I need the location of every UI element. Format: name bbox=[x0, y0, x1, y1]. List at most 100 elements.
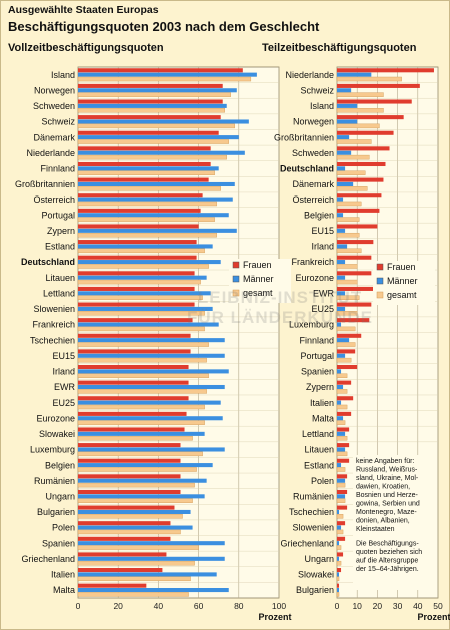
parttime-category-label-eurozone: Eurozone bbox=[295, 273, 334, 283]
footnote-line-5: Bosnien und Herze- bbox=[356, 492, 419, 499]
parttime-bar-gesamt-tschechien bbox=[336, 514, 344, 519]
footnote2-line-4: der 15–64-Jährigen. bbox=[356, 566, 419, 573]
fulltime-bar-gesamt-zypern bbox=[77, 232, 217, 238]
parttime-bar-maenner-island bbox=[337, 103, 358, 108]
fulltime-bar-gesamt-eu25 bbox=[77, 404, 205, 410]
parttime-bar-maenner-portugal bbox=[337, 353, 346, 358]
parttime-bar-frauen-oesterreich bbox=[337, 193, 382, 198]
fulltime-bar-gesamt-italien bbox=[77, 576, 191, 582]
parttime-bar-maenner-frankreich bbox=[337, 260, 346, 265]
watermark-line-1: LEIBNIZ-INSTITUT bbox=[197, 288, 363, 307]
parttime-bar-gesamt-niederlande bbox=[336, 76, 402, 82]
parttime-tick-label-30: 30 bbox=[393, 601, 403, 611]
fulltime-bar-gesamt-deutschland bbox=[77, 264, 209, 269]
fulltime-bar-maenner-luxemburg bbox=[78, 447, 225, 452]
fulltime-bar-frauen-lettland bbox=[78, 286, 195, 291]
parttime-bar-gesamt-slowenien bbox=[336, 529, 344, 535]
parttime-category-label-slowenien: Slowenien bbox=[292, 523, 334, 533]
fulltime-bar-maenner-spanien bbox=[78, 541, 225, 546]
fulltime-category-label-ewr: EWR bbox=[54, 382, 75, 392]
parttime-category-label-bulgarien: Bulgarien bbox=[296, 585, 334, 595]
fulltime-bar-maenner-bulgarien bbox=[78, 509, 191, 514]
fulltime-tick-label-20: 20 bbox=[113, 601, 123, 611]
parttime-bar-gesamt-zypern bbox=[336, 389, 348, 394]
fulltime-category-label-deutschland: Deutschland bbox=[21, 257, 75, 267]
fulltime-bar-maenner-polen bbox=[78, 525, 193, 530]
parttime-bar-frauen-italien bbox=[337, 396, 354, 401]
fulltime-bar-gesamt-malta bbox=[77, 592, 189, 597]
fulltime-category-label-italien: Italien bbox=[51, 570, 75, 580]
fulltime-bar-frauen-belgien bbox=[78, 458, 181, 463]
parttime-bar-frauen-schweden bbox=[337, 146, 390, 151]
parttime-bar-frauen-eu25 bbox=[337, 302, 372, 307]
fulltime-bar-frauen-ungarn bbox=[78, 489, 181, 494]
fulltime-category-label-estland: Estland bbox=[45, 242, 75, 252]
fulltime-bar-gesamt-lettland bbox=[77, 295, 203, 300]
fulltime-legend-label-gesamt: gesamt bbox=[243, 288, 273, 298]
parttime-bar-frauen-island bbox=[337, 99, 412, 104]
parttime-legend-label-gesamt: gesamt bbox=[387, 290, 417, 300]
fulltime-bar-frauen-rumaenien bbox=[78, 474, 181, 479]
parttime-tick-label-20: 20 bbox=[373, 601, 383, 611]
fulltime-bar-gesamt-slowakei bbox=[77, 436, 193, 441]
fulltime-category-label-rumaenien: Rumänien bbox=[34, 476, 75, 486]
fulltime-category-label-slowakei: Slowakei bbox=[39, 429, 75, 439]
fulltime-bar-gesamt-portugal bbox=[77, 217, 215, 222]
fulltime-bar-frauen-slowakei bbox=[78, 427, 185, 432]
parttime-bar-frauen-eu15 bbox=[337, 224, 378, 229]
fulltime-tick-label-80: 80 bbox=[234, 601, 244, 611]
parttime-bar-maenner-finnland bbox=[337, 338, 350, 343]
parttime-category-label-eu15: EU15 bbox=[311, 226, 334, 236]
right-panel-title: Teilzeitbeschäftigungsquoten bbox=[262, 42, 417, 54]
parttime-bar-gesamt-malta bbox=[336, 420, 346, 425]
parttime-bar-frauen-spanien bbox=[337, 364, 358, 370]
fulltime-bar-maenner-belgien bbox=[78, 463, 213, 468]
fulltime-bar-frauen-slowenien bbox=[78, 302, 195, 307]
parttime-category-label-frankreich: Frankreich bbox=[291, 257, 334, 267]
fulltime-category-label-schweden: Schweden bbox=[33, 101, 75, 111]
parttime-bar-gesamt-ewr bbox=[336, 295, 360, 300]
parttime-bar-frauen-polen bbox=[337, 474, 348, 479]
parttime-bar-gesamt-grossbritannien bbox=[336, 139, 372, 144]
parttime-bar-maenner-tschechien bbox=[337, 509, 340, 514]
fulltime-bar-frauen-grossbritannien bbox=[78, 177, 209, 182]
fulltime-bar-maenner-malta bbox=[78, 588, 229, 593]
fulltime-bar-gesamt-rumaenien bbox=[77, 482, 195, 488]
parttime-legend-swatch-frauen bbox=[376, 263, 384, 271]
parttime-legend-label-frauen: Frauen bbox=[387, 262, 416, 272]
parttime-legend-swatch-maenner bbox=[376, 277, 384, 285]
parttime-bar-maenner-oesterreich bbox=[337, 197, 344, 202]
parttime-bar-frauen-estland bbox=[337, 458, 350, 463]
parttime-bar-maenner-rumaenien bbox=[337, 494, 346, 499]
fulltime-bar-gesamt-eu15 bbox=[77, 357, 207, 363]
parttime-legend-swatch-gesamt bbox=[376, 291, 384, 299]
parttime-bar-frauen-zypern bbox=[337, 380, 352, 385]
parttime-category-label-zypern: Zypern bbox=[306, 382, 334, 392]
fulltime-category-label-eu25: EU25 bbox=[52, 398, 75, 408]
fulltime-category-label-island: Island bbox=[51, 70, 75, 80]
fulltime-bar-gesamt-irland bbox=[77, 373, 209, 379]
parttime-bar-gesamt-estland bbox=[336, 467, 346, 472]
fulltime-category-label-spanien: Spanien bbox=[42, 538, 75, 548]
fulltime-bar-frauen-polen bbox=[78, 521, 171, 526]
parttime-bar-frauen-ewr bbox=[337, 286, 374, 291]
parttime-bar-gesamt-eurozone bbox=[336, 279, 358, 285]
fulltime-category-label-polen: Polen bbox=[52, 523, 75, 533]
parttime-bar-maenner-irland bbox=[337, 244, 348, 249]
fulltime-bar-maenner-frankreich bbox=[78, 322, 219, 327]
fulltime-bar-gesamt-oesterreich bbox=[77, 201, 217, 207]
parttime-bar-maenner-ewr bbox=[337, 291, 346, 296]
fulltime-category-label-tschechien: Tschechien bbox=[30, 335, 75, 345]
fulltime-bar-maenner-italien bbox=[78, 572, 217, 577]
parttime-bar-gesamt-polen bbox=[336, 482, 346, 488]
fulltime-bar-maenner-daenemark bbox=[78, 135, 239, 140]
parttime-category-label-grossbritannien: Großbritannien bbox=[274, 132, 334, 142]
fulltime-bar-gesamt-litauen bbox=[77, 279, 201, 285]
fulltime-bar-frauen-malta bbox=[78, 583, 147, 588]
fulltime-bar-gesamt-eurozone bbox=[77, 420, 205, 425]
fulltime-bar-frauen-griechenland bbox=[78, 552, 167, 557]
fulltime-bar-gesamt-polen bbox=[77, 529, 181, 535]
parttime-tick-label-0: 0 bbox=[335, 601, 340, 611]
